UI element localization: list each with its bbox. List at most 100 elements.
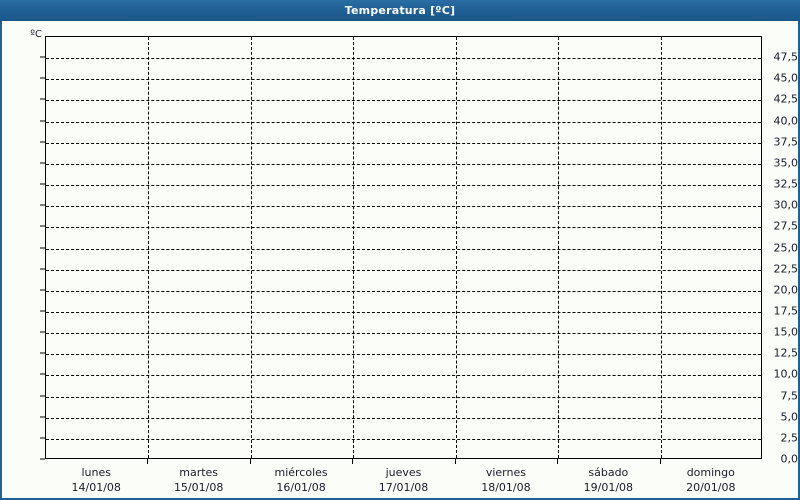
- x-axis-day-name: domingo: [686, 466, 735, 479]
- y-axis-tick-mark: [40, 289, 45, 291]
- y-axis-tick-mark: [40, 56, 45, 58]
- y-axis-tick-mark: [40, 141, 45, 143]
- y-axis-tick-label: 12,5: [773, 346, 799, 360]
- chart-panel: ºC 47,5 45,0 42,5 40,0 37,5 35,0 32,5 30,0 27,5 2…: [0, 21, 800, 500]
- gridline-horizontal: [46, 206, 761, 208]
- x-axis-day-name: viernes: [485, 466, 526, 479]
- gridline-vertical: [353, 37, 355, 458]
- window-title-bar: Temperatura [ºC]: [0, 0, 800, 21]
- y-axis-tick-label: 0,0: [780, 452, 799, 466]
- y-axis-tick-mark: [40, 458, 45, 460]
- y-axis-tick-label: 20,0: [773, 283, 799, 297]
- x-axis-date: 19/01/08: [583, 481, 634, 494]
- y-axis-tick-mark: [40, 416, 45, 418]
- gridline-horizontal: [46, 333, 761, 335]
- y-axis-tick-label: 35,0: [773, 156, 799, 170]
- gridline-horizontal: [46, 248, 761, 250]
- y-axis-tick-label: 10,0: [773, 367, 799, 381]
- gridline-horizontal: [46, 269, 761, 271]
- gridline-horizontal: [46, 354, 761, 356]
- y-axis-tick-label: 40,0: [773, 114, 799, 128]
- y-axis-tick-mark: [40, 331, 45, 333]
- y-axis-tick-label: 30,0: [773, 198, 799, 212]
- y-axis-tick-mark: [40, 204, 45, 206]
- y-axis-tick-label: 32,5: [773, 177, 799, 191]
- x-axis-date: 14/01/08: [71, 481, 121, 494]
- plot-area: [45, 36, 762, 459]
- y-axis-tick-mark: [40, 373, 45, 375]
- x-axis-tick-label: viernes 18/01/08: [481, 465, 530, 495]
- x-axis-tick-label: miércoles 16/01/08: [274, 465, 327, 495]
- gridline-horizontal: [46, 396, 761, 398]
- y-axis-tick-mark: [40, 162, 45, 164]
- y-axis-tick-mark: [40, 120, 45, 122]
- y-axis-tick-label: 42,5: [773, 92, 799, 106]
- y-axis-tick-mark: [40, 268, 45, 270]
- x-axis-day-name: sábado: [588, 466, 629, 479]
- x-axis-tick-mark: [147, 459, 149, 464]
- y-axis-tick-mark: [40, 437, 45, 439]
- y-axis-tick-mark: [40, 98, 45, 100]
- gridline-horizontal: [46, 100, 761, 102]
- y-axis-tick-mark: [40, 225, 45, 227]
- y-axis-tick-label: 22,5: [773, 262, 799, 276]
- y-axis-tick-label: 27,5: [773, 219, 799, 233]
- y-axis-tick-mark: [40, 77, 45, 79]
- x-axis-tick-mark: [557, 459, 559, 464]
- gridline-horizontal: [46, 163, 761, 165]
- y-axis-tick-label: 47,5: [773, 50, 799, 64]
- gridline-horizontal: [46, 417, 761, 419]
- gridline-horizontal: [46, 185, 761, 187]
- gridline-horizontal: [46, 121, 761, 123]
- gridline-vertical: [558, 37, 560, 458]
- gridline-vertical: [455, 37, 457, 458]
- x-axis-date: 20/01/08: [686, 481, 736, 494]
- gridline-vertical: [148, 37, 150, 458]
- x-axis-tick-label: jueves 17/01/08: [379, 465, 428, 495]
- x-axis-date: 15/01/08: [173, 481, 224, 494]
- y-axis-tick-mark: [40, 395, 45, 397]
- x-axis-day-name: lunes: [81, 466, 111, 479]
- x-axis-date: 17/01/08: [378, 481, 429, 494]
- x-axis-tick-label: domingo 20/01/08: [686, 465, 735, 495]
- y-axis-tick-mark: [40, 247, 45, 248]
- y-axis-tick-label: 15,0: [773, 325, 799, 339]
- plot-wrapper: ºC 47,5 45,0 42,5 40,0 37,5 35,0 32,5 30,0 27,5 2…: [2, 21, 798, 496]
- x-axis-date: 16/01/08: [276, 481, 326, 494]
- x-axis-day-name: martes: [179, 466, 219, 479]
- gridline-horizontal: [46, 58, 761, 60]
- y-axis-tick-label: 37,5: [773, 135, 799, 149]
- x-axis-date: 18/01/08: [481, 481, 531, 494]
- y-axis-tick-label: 17,5: [773, 304, 799, 318]
- x-axis-tick-label: sábado 19/01/08: [584, 465, 633, 495]
- data-series-layer: [46, 37, 762, 459]
- gridline-horizontal: [46, 227, 761, 229]
- x-axis-tick-mark: [454, 459, 456, 464]
- gridline-horizontal: [46, 290, 761, 292]
- y-axis-tick-mark: [40, 310, 45, 312]
- gridline-horizontal: [46, 375, 761, 377]
- x-axis-tick-mark: [352, 459, 354, 464]
- y-axis-tick-label: 2,5: [780, 431, 799, 445]
- y-axis-tick-label: 7,5: [780, 389, 799, 403]
- y-axis-units-label: ºC: [30, 29, 42, 40]
- x-axis-tick-mark: [249, 459, 251, 464]
- y-axis-tick-label: 45,0: [773, 71, 799, 85]
- page-title: Temperatura [ºC]: [344, 4, 456, 17]
- gridline-vertical: [250, 37, 252, 458]
- gridline-horizontal: [46, 438, 761, 440]
- gridline-horizontal: [46, 79, 761, 81]
- y-axis-tick-mark: [40, 183, 45, 185]
- gridline-vertical: [660, 37, 662, 458]
- x-axis-tick-label: lunes 14/01/08: [72, 465, 121, 495]
- x-axis-tick-label: martes 15/01/08: [174, 465, 223, 495]
- gridline-horizontal: [46, 311, 761, 313]
- x-axis-day-name: miércoles: [274, 466, 328, 479]
- y-axis-tick-mark: [40, 352, 45, 354]
- x-axis-tick-mark: [659, 459, 661, 464]
- x-axis-day-name: jueves: [385, 466, 422, 479]
- y-axis-tick-label: 25,0: [773, 241, 799, 254]
- y-axis-tick-label: 5,0: [780, 410, 799, 424]
- gridline-horizontal: [46, 142, 761, 144]
